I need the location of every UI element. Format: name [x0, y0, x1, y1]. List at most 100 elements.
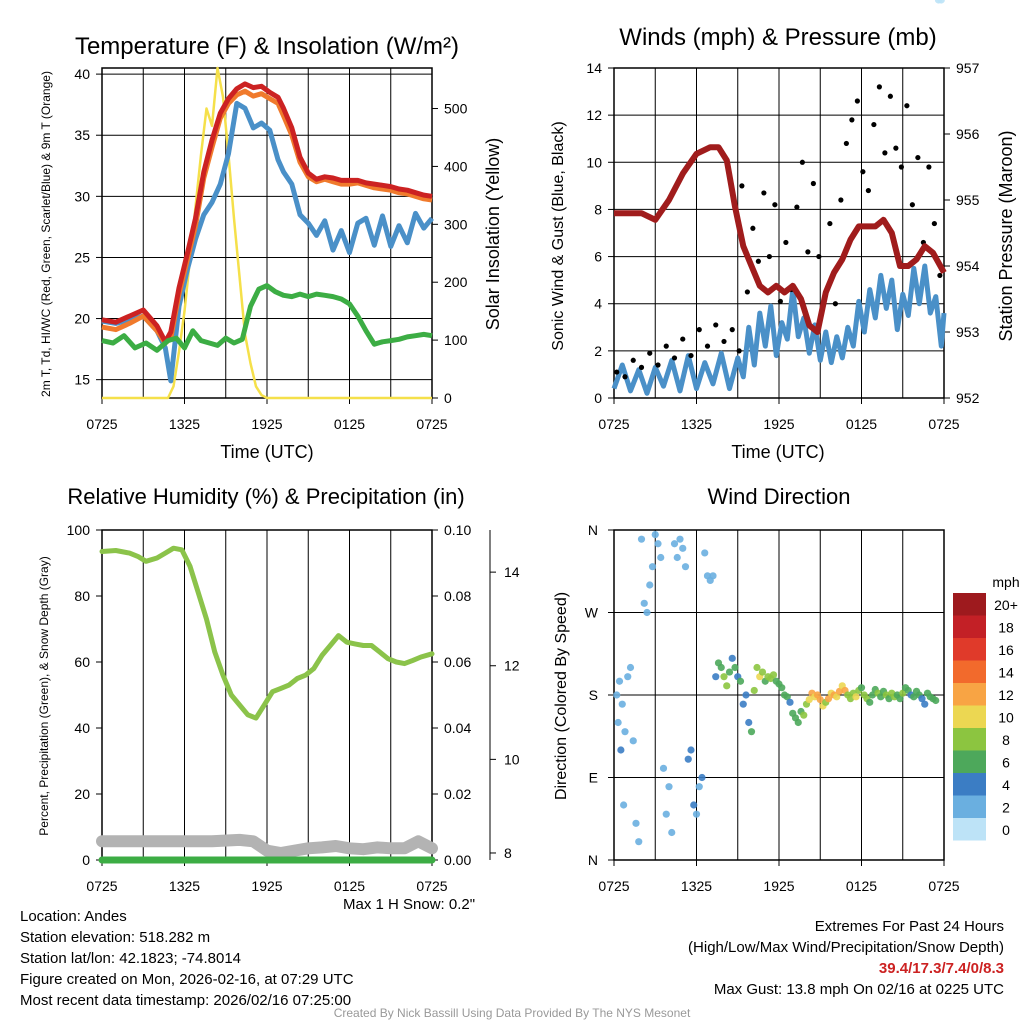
direction-point	[651, 530, 659, 539]
direction-xtick-label: 1925	[763, 878, 794, 894]
direction-point	[673, 553, 681, 562]
extremes-title: Extremes For Past 24 Hours	[814, 918, 1004, 935]
humidity-xtick-label: 0725	[416, 878, 447, 894]
gust-point	[854, 98, 860, 104]
direction-point	[690, 801, 698, 809]
gust-point	[680, 336, 686, 342]
gust-point	[838, 197, 844, 203]
gust-point	[832, 301, 838, 307]
direction-point	[723, 682, 731, 690]
temperature-xlabel: Time (UTC)	[220, 442, 313, 462]
direction-ylabel: Direction (Colored By Speed)	[553, 592, 570, 800]
direction-point	[769, 671, 778, 679]
humidity-ytick-right-label: 0.08	[444, 588, 471, 604]
gust-point	[721, 338, 727, 345]
temperature-xtick-label: 0725	[416, 416, 447, 432]
winds-xtick-label: 0725	[598, 416, 629, 432]
gust-point	[663, 343, 669, 349]
direction-point	[679, 544, 687, 552]
direction-point	[648, 563, 657, 571]
recent-data-text: Most recent data timestamp: 2026/02/16 0…	[20, 992, 352, 1009]
gust-point	[696, 327, 702, 333]
direction-ytick-label: N	[588, 852, 598, 868]
temperature-series-2m-t	[101, 81, 433, 345]
gust-point	[937, 272, 943, 279]
winds-ylabel-left: Sonic Wind & Gust (Blue, Black)	[550, 121, 567, 350]
humidity-plot: 0 20 40 60 80 100 0725 1325 1925 0125 0725 0.00 0.02…	[67, 522, 520, 894]
humidity-ytick-right-label: 0.06	[444, 654, 471, 670]
snow-ytick-label: 12	[504, 658, 520, 674]
direction-point	[824, 695, 833, 703]
direction-point	[725, 668, 734, 676]
humidity-ytick-right-label: 0.02	[444, 786, 471, 802]
gust-point	[630, 357, 636, 363]
winds-ytick-right-label: 957	[956, 60, 980, 76]
gust-point	[810, 180, 816, 187]
direction-point	[684, 755, 692, 763]
gust-point	[614, 369, 620, 375]
direction-point	[720, 673, 728, 681]
direction-point	[640, 599, 648, 607]
direction-point	[624, 673, 632, 681]
direction-point	[778, 684, 786, 692]
direction-point	[626, 663, 635, 672]
temperature-ytick-right-label: 100	[444, 332, 468, 348]
gust-point	[783, 239, 789, 246]
humidity-ytick-label: 100	[67, 522, 91, 538]
colorbar-label: 14	[998, 665, 1014, 681]
direction-point	[728, 654, 736, 662]
direction-point	[868, 691, 877, 699]
winds-ytick-label: 6	[594, 249, 602, 265]
temperature-series-solar-insolation	[102, 66, 432, 400]
colorbar-label: 6	[1002, 755, 1010, 771]
direction-point	[885, 695, 893, 703]
gust-point	[729, 327, 735, 333]
direction-point	[665, 783, 673, 791]
colorbar-label: 10	[998, 710, 1014, 726]
direction-point	[833, 693, 841, 701]
temperature-plot: 15 20 25 30 35 40 0725 1325 1925 0125 0725 0 100 200 3…	[74, 66, 467, 432]
direction-point	[783, 693, 791, 701]
gust-point	[794, 204, 800, 210]
direction-xtick-label: 1325	[681, 878, 712, 894]
gust-point	[704, 343, 711, 349]
temperature-ylabel-left: 2m T, Td, HI/WC (Red, Green, Scarlet/Blu…	[39, 71, 53, 397]
colorbar-swatch	[953, 795, 986, 818]
direction-ytick-label: N	[588, 522, 598, 538]
direction-point	[739, 700, 747, 708]
direction-point	[918, 695, 926, 703]
winds-ytick-label: 8	[594, 201, 602, 217]
colorbar-label: 8	[1002, 732, 1010, 748]
direction-point	[629, 737, 637, 745]
gust-point	[827, 220, 833, 227]
colorbar-swatch	[953, 683, 986, 706]
gust-point	[777, 298, 783, 304]
humidity-ylabel-left: Percent, Precipitation (Green), & Snow D…	[37, 556, 51, 835]
colorbar-label: 4	[1002, 777, 1010, 793]
winds-title: Winds (mph) & Pressure (mb)	[619, 24, 936, 51]
gust-point	[865, 187, 871, 194]
direction-ytick-label: E	[589, 770, 598, 786]
gust-point	[882, 150, 888, 156]
gust-point	[915, 154, 921, 161]
colorbar-swatch	[953, 728, 986, 751]
direction-point	[613, 691, 621, 699]
direction-point	[852, 693, 860, 701]
direction-point	[654, 540, 662, 548]
temperature-series-2m-td	[101, 283, 433, 353]
colorbar-swatch	[953, 593, 986, 616]
temperature-series-2m-hi-wc	[101, 100, 434, 384]
temperature-ytick-label: 40	[74, 66, 90, 82]
direction-point	[712, 673, 720, 681]
gust-point	[887, 93, 893, 99]
temperature-ytick-right-label: 400	[444, 158, 468, 174]
direction-point	[709, 572, 717, 580]
colorbar-swatch	[953, 705, 986, 728]
direction-point	[921, 700, 929, 708]
direction-point	[731, 663, 739, 672]
colorbar-swatch	[953, 660, 986, 683]
humidity-xtick-label: 0725	[86, 878, 117, 894]
extremes-legend: (High/Low/Max Wind/Precipitation/Snow De…	[688, 939, 1004, 956]
